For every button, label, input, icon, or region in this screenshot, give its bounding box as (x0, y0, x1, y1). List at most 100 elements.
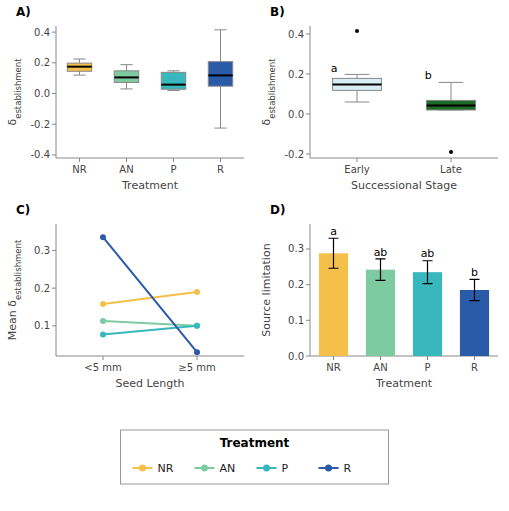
y-tick (306, 114, 310, 115)
legend-marker (201, 465, 208, 472)
box (333, 78, 382, 90)
series-line (103, 237, 197, 352)
y-tick (52, 288, 56, 289)
whisker (79, 59, 80, 63)
x-tick-label: AN (119, 164, 133, 175)
flier (449, 150, 453, 154)
y-tick-label: 0.1 (34, 320, 50, 331)
whisker (220, 30, 221, 62)
legend-frame (121, 430, 389, 484)
panel-title: A) (16, 5, 31, 19)
median (67, 66, 91, 68)
panel: A)-0.4-0.20.00.20.4NRANPRTreatmentδestab… (6, 5, 244, 192)
figure: A) -0.4 -0.2 0.0 0.2 0.4 NR AN P R Treatment δestab… (0, 0, 509, 511)
y-tick (306, 320, 310, 321)
whisker (220, 86, 221, 128)
whisker-cap (439, 82, 463, 83)
y-tick (306, 74, 310, 75)
x-tick-label: R (217, 164, 224, 175)
y-tick-label: 0.2 (288, 69, 304, 80)
whisker-cap (120, 64, 132, 65)
y-tick (306, 356, 310, 357)
legend-label: AN (220, 462, 236, 475)
x-tick (357, 158, 358, 162)
bar (413, 272, 442, 356)
x-tick-label: Early (344, 164, 369, 175)
x-tick-label: Late (440, 164, 462, 175)
x-tick-label: P (170, 164, 176, 175)
marks (67, 30, 232, 128)
x-tick-label: AN (373, 362, 387, 373)
median (114, 76, 138, 78)
series-line (103, 326, 197, 335)
point (194, 349, 200, 355)
whisker (357, 90, 358, 102)
box (114, 71, 138, 83)
box (208, 62, 232, 87)
x-axis-label: Successional Stage (351, 179, 457, 192)
whisker-cap (167, 70, 179, 71)
box (67, 63, 91, 71)
x-tick (126, 158, 127, 162)
whisker-cap (73, 75, 85, 76)
annotation: a (330, 225, 337, 238)
y-tick (52, 154, 56, 155)
median (208, 74, 232, 76)
whisker-cap (345, 74, 369, 75)
y-tick (306, 34, 310, 35)
background (0, 0, 509, 511)
y-tick-label: 0.0 (288, 109, 304, 120)
x-tick (220, 158, 221, 162)
point (194, 323, 200, 329)
x-axis (56, 158, 244, 159)
y-tick (52, 93, 56, 94)
x-tick (474, 356, 475, 360)
point (194, 289, 200, 295)
x-tick (380, 356, 381, 360)
y-tick (52, 250, 56, 251)
x-tick-label: NR (326, 362, 340, 373)
x-tick (79, 158, 80, 162)
x-tick (427, 356, 428, 360)
y-tick (306, 248, 310, 249)
y-tick-label: 0.2 (34, 57, 50, 68)
error-bar (376, 259, 386, 280)
point (194, 323, 200, 329)
x-tick (173, 158, 174, 162)
y-axis-label: δestablishment (260, 58, 277, 126)
y-axis (310, 224, 311, 356)
x-axis-label: Seed Length (116, 377, 185, 390)
y-tick (306, 154, 310, 155)
panel-title: C) (16, 203, 30, 217)
panel: B)-0.20.00.20.4EarlyLateSuccessional Sta… (260, 5, 498, 192)
legend: TreatmentNRANPR (121, 430, 389, 484)
whisker (79, 71, 80, 75)
annotation: b (425, 69, 432, 82)
legend-marker (325, 465, 332, 472)
bar (366, 270, 395, 356)
y-tick-label: 0.3 (288, 243, 304, 254)
y-tick-label: 0.0 (34, 88, 50, 99)
y-tick (52, 124, 56, 125)
y-tick-label: -0.4 (30, 149, 50, 160)
y-axis (56, 224, 57, 356)
box (161, 72, 185, 89)
legend-label: R (344, 462, 352, 475)
median (161, 84, 185, 86)
y-tick (306, 284, 310, 285)
whisker (451, 82, 452, 100)
y-tick-label: 0.4 (288, 29, 304, 40)
y-axis-label: Source limitation (260, 243, 273, 336)
x-axis-label: Treatment (121, 179, 179, 192)
x-tick (451, 158, 452, 162)
y-tick-label: 0.4 (34, 27, 50, 38)
x-tick-label: R (471, 362, 478, 373)
legend-marker (139, 465, 146, 472)
y-tick-label: -0.2 (30, 119, 50, 130)
y-tick-label: 0.1 (288, 315, 304, 326)
y-axis (56, 26, 57, 158)
x-tick-label: <5 mm (84, 362, 121, 373)
y-axis-label: δestablishment (6, 58, 23, 126)
panel-title: B) (270, 5, 285, 19)
annotation: ab (374, 246, 388, 259)
